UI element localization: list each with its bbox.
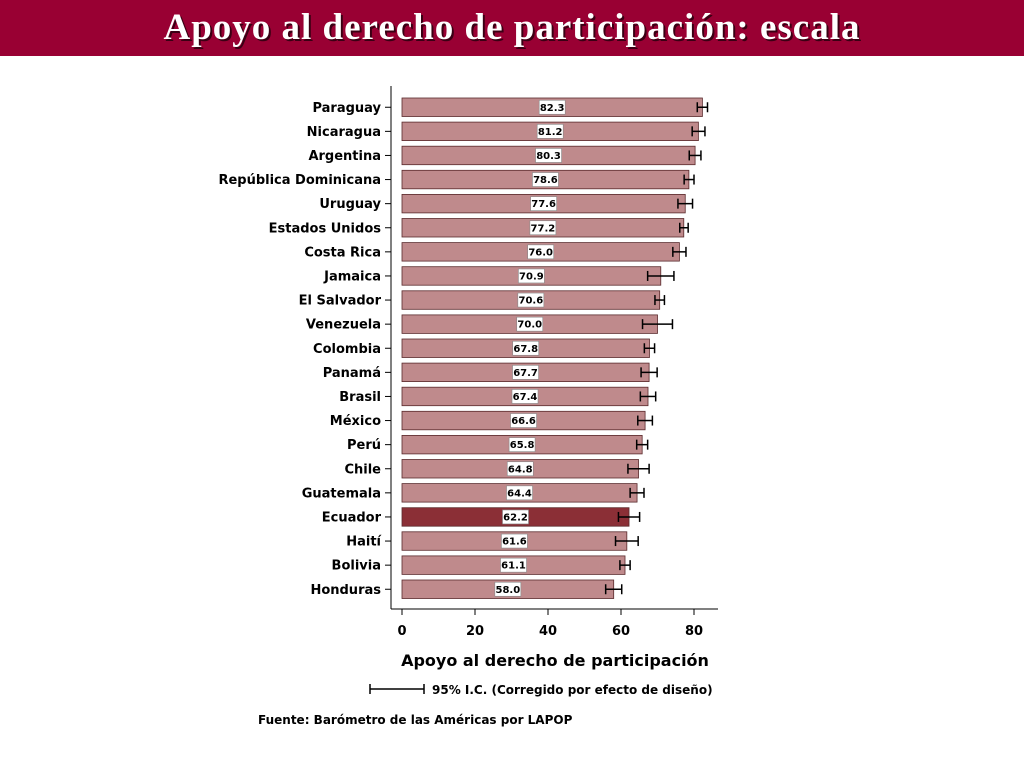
value-label: 81.2 [538,127,563,138]
value-label-box [506,485,533,501]
category-label: República Dominicana [218,173,381,188]
value-label: 77.2 [531,223,556,234]
value-label-box [517,292,545,308]
category-label: Paraguay [312,101,381,116]
category-label: Guatemala [302,486,381,501]
value-label: 77.6 [531,199,556,210]
category-label: Chile [344,462,381,477]
value-label: 64.4 [507,488,532,499]
value-label: 67.4 [513,392,538,403]
x-tick-label: 40 [539,624,557,639]
value-label-box [535,148,562,163]
category-label: El Salvador [299,294,382,309]
value-label: 78.6 [533,175,558,186]
value-label-box [512,340,540,356]
value-label-box [538,99,566,115]
value-label: 67.8 [513,344,538,355]
legend: 95% I.C. (Corregido por efecto de diseño… [369,683,713,697]
category-label: Jamaica [323,269,381,284]
category-label: Nicaragua [307,125,381,140]
value-label-box [508,437,536,452]
value-label: 70.6 [519,296,544,307]
value-label-box [501,533,528,549]
page-title: Apoyo al derecho de participación: escal… [163,7,861,48]
value-label-box [510,413,537,428]
category-label: México [330,414,381,429]
category-label: Panamá [323,366,381,381]
value-label: 58.0 [496,585,521,596]
value-label: 65.8 [510,440,535,451]
value-label: 70.0 [517,320,542,331]
value-label: 62.2 [503,512,528,523]
chart-bars: 82.3 81.2 80.3 78.6 77.6 77.2 76.0 70.9 70.6 70.0… [401,97,709,599]
x-tick-label: 20 [466,624,484,639]
value-label-box [494,581,522,597]
value-label-box [529,220,557,236]
category-label: Venezuela [306,318,381,333]
value-label: 67.7 [513,368,538,379]
value-label-box [536,124,564,139]
category-label: Perú [347,438,381,453]
x-tick-label: 0 [397,624,406,639]
value-label-box [516,316,544,332]
value-label-box [518,268,545,284]
category-label: Estados Unidos [269,221,382,236]
category-label: Costa Rica [304,245,381,260]
category-label: Argentina [308,149,381,164]
value-label: 70.9 [519,271,544,282]
value-label: 61.6 [502,537,527,548]
category-label: Brasil [339,390,381,405]
title-bar [0,0,1024,56]
category-label: Ecuador [322,510,382,525]
category-label: Honduras [310,583,381,598]
x-axis-label: Apoyo al derecho de participación [401,651,709,670]
value-label-box [511,389,539,404]
category-label: Colombia [313,342,381,357]
chart-axes: 0 20 40 60 80 Paraguay Nicaragua Argentina Repúb… [218,86,718,639]
x-tick-label: 60 [612,624,630,639]
value-label: 80.3 [536,151,561,162]
value-label-box [500,557,527,573]
value-label-box [502,509,529,525]
x-tick-label: 80 [685,624,703,639]
category-label: Haití [346,535,382,550]
value-label: 66.6 [511,416,536,427]
category-label: Bolivia [332,559,381,574]
value-label-box [532,172,559,187]
category-label: Uruguay [319,197,381,212]
value-label: 64.8 [508,464,533,475]
value-label-box [530,196,557,211]
legend-label: 95% I.C. (Corregido por efecto de diseño… [432,683,713,697]
value-label: 61.1 [501,561,526,572]
source-note: Fuente: Barómetro de las Américas por LA… [258,713,573,727]
value-label: 82.3 [540,103,565,114]
value-label-box [512,365,539,380]
value-label: 76.0 [528,247,553,258]
value-label-box [527,244,555,260]
value-label-box [506,461,534,477]
